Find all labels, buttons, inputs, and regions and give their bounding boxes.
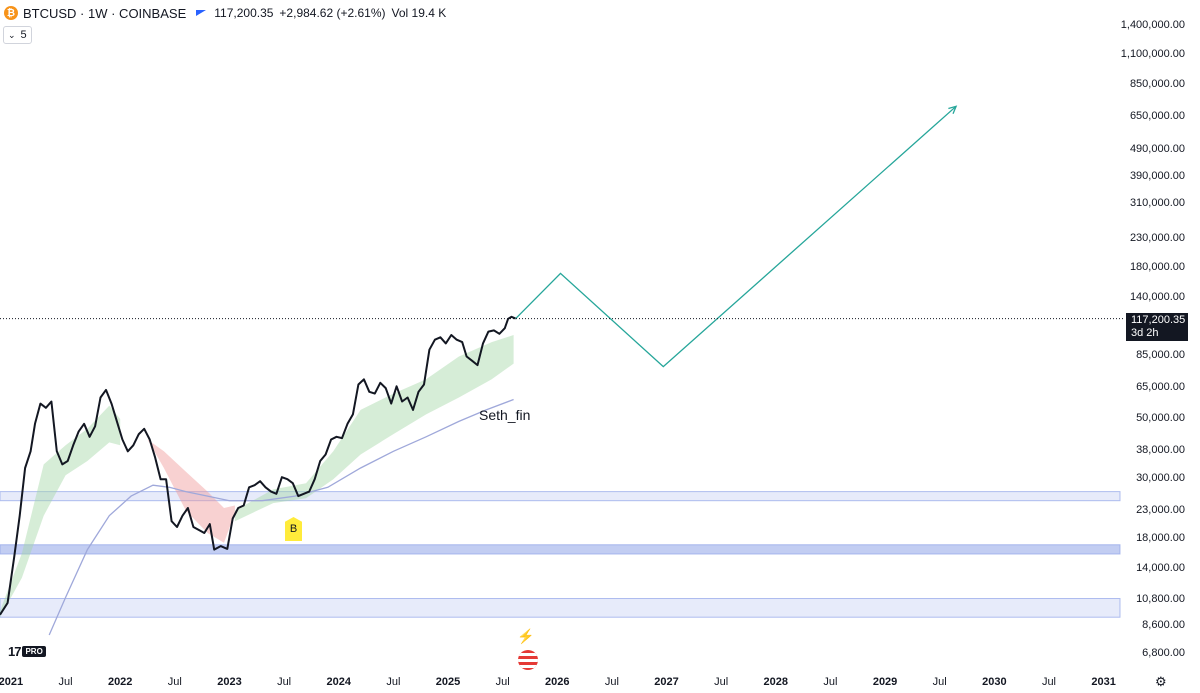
x-tick-label: 2027	[654, 676, 679, 688]
chevron-down-icon[interactable]: ⌄	[8, 29, 16, 40]
bar-countdown: 3d 2h	[1131, 327, 1159, 339]
pro-badge: PRO	[22, 645, 46, 657]
x-tick-label: 2024	[326, 676, 351, 688]
price-layer	[0, 315, 517, 616]
ribbon-down	[147, 439, 235, 543]
author-watermark: Seth_fin	[479, 407, 531, 423]
current-price-label: 117,200.35	[1131, 314, 1186, 326]
lightning-icon[interactable]: ⚡	[517, 628, 535, 644]
us-flag-icon[interactable]	[518, 650, 538, 670]
y-tick-label: 230,000.00	[1129, 232, 1185, 245]
y-tick-label: 140,000.00	[1129, 290, 1185, 303]
x-tick-label: 2029	[872, 676, 898, 688]
y-tick-label: 30,000.00	[1136, 472, 1185, 485]
y-tick-label: 38,000.00	[1136, 444, 1185, 457]
y-tick-label: 6,800.00	[1142, 647, 1185, 660]
bitcoin-icon: ₿	[4, 6, 18, 20]
support-zone	[0, 544, 1121, 555]
price-change: +2,984.62 (+2.61%)	[279, 6, 386, 20]
x-tick-label: Jul	[823, 676, 838, 688]
x-tick-label: 2021	[0, 676, 24, 688]
y-tick-label: 8,600.00	[1142, 619, 1185, 632]
chart-header: ₿ BTCUSD · 1W · COINBASE 117,200.35 +2,9…	[4, 5, 446, 21]
x-tick-label: Jul	[714, 676, 729, 688]
x-tick-label: 2028	[763, 676, 789, 688]
support-zone	[0, 598, 1121, 618]
projection-arrowhead	[948, 105, 958, 114]
y-tick-label: 650,000.00	[1129, 109, 1185, 122]
support-zones	[0, 491, 1121, 618]
x-tick-label: Jul	[1041, 676, 1056, 688]
symbol-title[interactable]: BTCUSD · 1W · COINBASE	[23, 5, 187, 21]
x-tick-label: 2023	[217, 676, 242, 688]
x-tick-label: Jul	[495, 676, 510, 688]
support-zone	[0, 491, 1121, 502]
x-tick-label: Jul	[604, 676, 619, 688]
tradingview-logo[interactable]: 17 PRO	[8, 643, 46, 659]
x-tick-label: 2025	[435, 676, 461, 688]
y-tick-label: 310,000.00	[1129, 196, 1185, 209]
y-tick-label: 18,000.00	[1136, 532, 1185, 545]
tradingview-logo-icon: 17	[8, 643, 22, 659]
y-tick-label: 65,000.00	[1136, 381, 1185, 394]
x-tick-label: Jul	[58, 676, 73, 688]
y-tick-label: 1,400,000.00	[1120, 19, 1185, 32]
indicator-count: 5	[20, 29, 27, 41]
moving-average-layer	[48, 398, 514, 636]
y-tick-label: 390,000.00	[1129, 169, 1185, 182]
gear-icon[interactable]: ⚙	[1155, 674, 1167, 689]
x-tick-label: 2031	[1091, 676, 1116, 688]
last-price: 117,200.35	[214, 6, 274, 20]
x-tick-label: Jul	[167, 676, 182, 688]
x-tick-label: Jul	[277, 676, 292, 688]
x-tick-label: 2026	[545, 676, 570, 688]
y-tick-label: 180,000.00	[1129, 261, 1185, 274]
x-tick-label: 2022	[107, 676, 133, 688]
y-tick-label: 23,000.00	[1136, 503, 1185, 516]
buy-signal-badge[interactable]: B	[285, 517, 302, 541]
y-tick-label: 10,800.00	[1136, 592, 1185, 605]
y-tick-label: 490,000.00	[1129, 143, 1185, 156]
ribbon-up	[0, 405, 121, 618]
y-tick-label: 85,000.00	[1136, 349, 1185, 362]
flag-icon[interactable]	[196, 10, 207, 16]
y-tick-label: 850,000.00	[1129, 78, 1185, 91]
projection-line	[515, 105, 957, 368]
moving-average-line	[48, 398, 514, 636]
trend-ribbon	[0, 335, 514, 618]
y-tick-label: 50,000.00	[1136, 411, 1185, 424]
volume-readout: Vol 19.4 K	[391, 6, 447, 20]
y-tick-label: 1,100,000.00	[1120, 47, 1185, 60]
price-series-line	[0, 315, 517, 616]
ribbon-up	[234, 335, 514, 522]
x-tick-label: Jul	[386, 676, 401, 688]
x-tick-label: 2030	[982, 676, 1007, 688]
x-tick-label: Jul	[932, 676, 947, 688]
y-tick-label: 14,000.00	[1136, 562, 1185, 574]
projection-layer	[515, 105, 958, 368]
indicator-toggle[interactable]: ⌄ 5	[3, 26, 32, 44]
current-price-tag: 117,200.35 3d 2h	[1126, 313, 1188, 341]
